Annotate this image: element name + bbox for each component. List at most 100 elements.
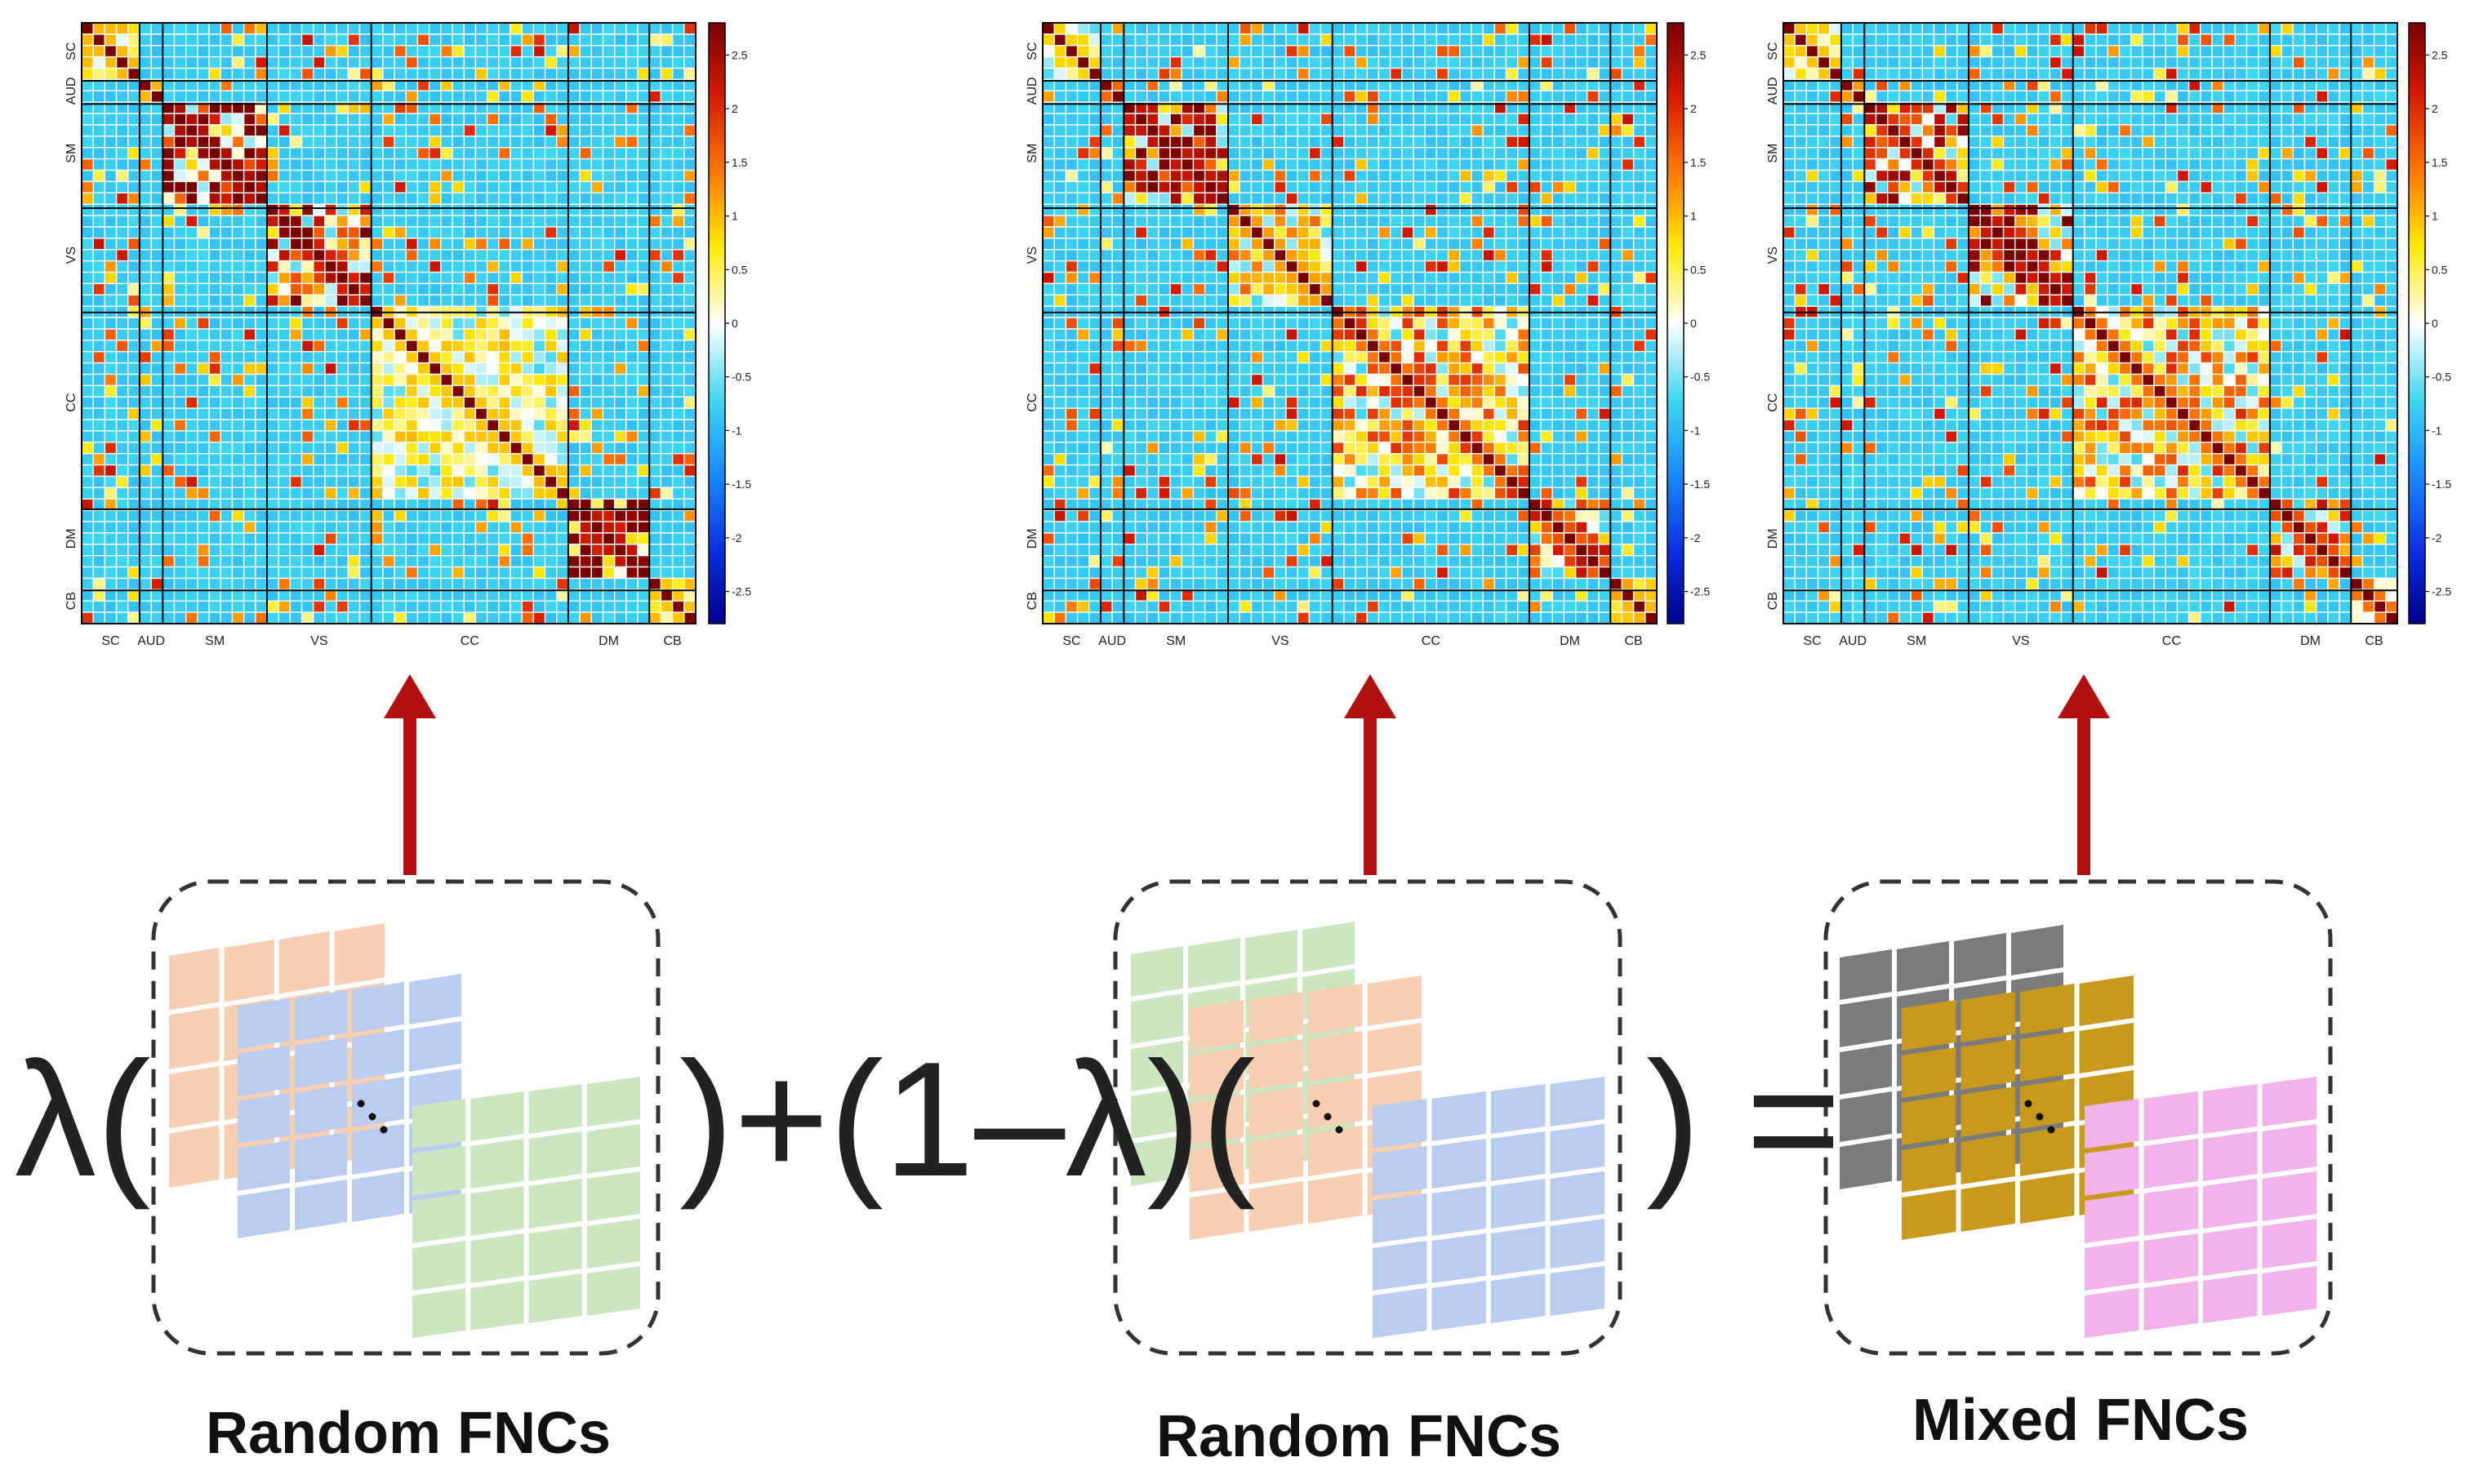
heatmap-cell — [1042, 158, 1055, 171]
heatmap-cell — [1435, 22, 1449, 35]
heatmap-cell — [231, 226, 245, 239]
heatmap-cell — [139, 238, 152, 251]
heatmap-cell — [278, 611, 292, 624]
heatmap-cell — [1482, 271, 1496, 285]
heatmap-cell — [150, 475, 164, 489]
heatmap-cell — [197, 226, 210, 239]
heatmap-cell — [1609, 45, 1623, 58]
heatmap-cell — [1505, 384, 1519, 398]
heatmap-cell — [1053, 351, 1067, 364]
heatmap-cell — [579, 45, 592, 58]
heatmap-cell — [1065, 317, 1079, 330]
heatmap-cell — [1529, 351, 1542, 364]
heatmap-cell — [1239, 328, 1253, 341]
heatmap-cell — [683, 453, 697, 466]
heatmap-cell — [521, 577, 535, 591]
heatmap-cell — [532, 442, 546, 455]
heatmap-cell — [255, 509, 268, 522]
heatmap-cell — [1100, 351, 1113, 364]
heatmap-cell — [1332, 328, 1345, 341]
heatmap-cell — [1471, 124, 1484, 137]
heatmap-cell — [1274, 430, 1287, 443]
heatmap-cell — [416, 215, 430, 228]
heatmap-cell — [1447, 90, 1461, 103]
heatmap-cell — [300, 226, 314, 239]
heatmap-cell — [1471, 180, 1484, 194]
heatmap-cell — [358, 226, 372, 239]
heatmap-cell — [1053, 396, 1067, 409]
heatmap-cell — [1088, 215, 1102, 228]
heatmap-cell — [1355, 373, 1368, 387]
heatmap-cell — [1146, 158, 1159, 171]
heatmap-cell — [371, 215, 384, 228]
heatmap-cell — [1192, 124, 1206, 137]
heatmap-cell — [300, 328, 314, 341]
heatmap-cell — [1308, 147, 1322, 160]
heatmap-cell — [1574, 464, 1588, 478]
heatmap-cell — [416, 384, 430, 398]
heatmap-cell — [1343, 238, 1356, 251]
heatmap-cell — [115, 169, 129, 183]
heatmap-cell — [300, 430, 314, 443]
heatmap-cell — [498, 554, 511, 568]
heatmap-cell — [1355, 215, 1368, 228]
heatmap-cell — [139, 554, 152, 568]
heatmap-cell — [625, 90, 639, 103]
heatmap-cell — [1343, 158, 1356, 171]
heatmap-cell — [139, 577, 152, 591]
heatmap-cell — [613, 294, 627, 307]
heatmap-cell — [243, 158, 256, 171]
heatmap-cell — [474, 113, 488, 126]
heatmap-cell — [162, 113, 176, 126]
heatmap-cell — [1435, 158, 1449, 171]
heatmap-cell — [243, 192, 256, 205]
heatmap-cell — [1250, 249, 1264, 262]
heatmap-cell — [371, 180, 384, 194]
heatmap-cell — [428, 317, 442, 330]
heatmap-cell — [1308, 373, 1322, 387]
heatmap-cell — [1274, 328, 1287, 341]
heatmap-cell — [1366, 328, 1380, 341]
heatmap-cell — [173, 180, 187, 194]
heatmap-cell — [613, 554, 627, 568]
heatmap-cell — [648, 554, 662, 568]
heatmap-cell — [208, 600, 221, 613]
heatmap-cell — [1540, 203, 1553, 216]
heatmap-cell — [544, 544, 558, 557]
heatmap-cell — [1216, 158, 1229, 171]
heatmap-cell — [671, 282, 685, 295]
heatmap-cell — [197, 238, 210, 251]
heatmap-cell — [127, 464, 140, 478]
heatmap-cell — [1551, 249, 1565, 262]
heatmap-cell — [127, 294, 140, 307]
heatmap-cell — [625, 45, 639, 58]
heatmap-cell — [1053, 407, 1067, 420]
heatmap-cell — [278, 136, 292, 149]
heatmap-cell — [278, 554, 292, 568]
heatmap-cell — [173, 600, 187, 613]
heatmap-cell — [486, 362, 500, 375]
heatmap-cell — [544, 407, 558, 420]
heatmap-cell — [1574, 362, 1588, 375]
heatmap-cell — [1227, 203, 1240, 216]
heatmap-cell — [1227, 464, 1240, 478]
heatmap-cell — [1134, 158, 1148, 171]
heatmap-cell — [115, 532, 129, 545]
heatmap-cell — [637, 396, 650, 409]
heatmap-cell — [510, 294, 523, 307]
heatmap-cell — [1574, 328, 1588, 341]
heatmap-cell — [1204, 90, 1217, 103]
heatmap-cell — [300, 407, 314, 420]
heatmap-cell — [115, 260, 129, 273]
heatmap-cell — [1447, 317, 1461, 330]
heatmap-cell — [463, 407, 477, 420]
heatmap-cell — [1076, 271, 1090, 285]
heatmap-cell — [463, 203, 477, 216]
heatmap-cell — [498, 544, 511, 557]
heatmap-cell — [255, 407, 268, 420]
heatmap-cell — [394, 532, 407, 545]
heatmap-cell — [92, 136, 106, 149]
x-axis-label-vs: VS — [310, 634, 327, 648]
heatmap-cell — [1250, 351, 1264, 364]
heatmap-cell — [683, 56, 697, 69]
